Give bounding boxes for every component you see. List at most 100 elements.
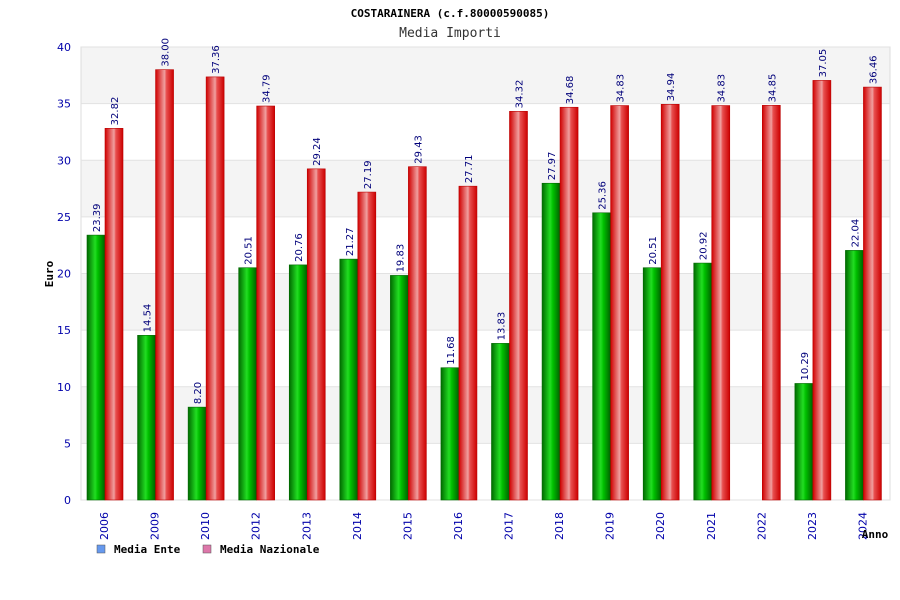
- y-tick-label: 40: [57, 41, 71, 54]
- bar-media-nazionale: [458, 185, 478, 501]
- bar-value-label: 34.68: [565, 76, 576, 105]
- bar-value-label: 22.04: [850, 219, 861, 248]
- bar-media-ente: [339, 258, 359, 501]
- x-tick-label: 2010: [199, 512, 212, 540]
- x-tick-label: 2016: [452, 512, 465, 540]
- bar-media-ente: [845, 250, 864, 501]
- x-tick-label: 2012: [250, 512, 263, 540]
- bar-media-ente: [390, 275, 409, 501]
- bar-value-label: 21.27: [345, 227, 356, 256]
- chart-title: COSTARAINERA (c.f.80000590085): [351, 7, 550, 20]
- y-tick-label: 20: [57, 268, 71, 281]
- y-tick-label: 0: [64, 494, 71, 507]
- x-tick-label: 2022: [755, 512, 768, 540]
- bar-value-label: 25.36: [598, 181, 609, 210]
- bar-media-nazionale: [357, 191, 377, 501]
- bar-value-label: 27.71: [464, 155, 475, 184]
- x-axis-ticks: 2006 2009 2010 2012 2013 2014 2015 2016 2017 2018…: [98, 512, 869, 540]
- x-tick-label: 2020: [654, 512, 667, 540]
- bar-value-label: 34.83: [717, 74, 728, 103]
- bar-media-ente: [541, 182, 561, 501]
- bar-media-nazionale: [610, 105, 629, 501]
- bar-media-ente: [137, 335, 156, 501]
- x-tick-label: 2023: [806, 512, 819, 540]
- bars: [86, 69, 882, 501]
- bar-value-label: 37.05: [818, 49, 829, 78]
- bar-media-ente: [794, 383, 814, 501]
- bar-value-label: 11.68: [446, 336, 457, 365]
- x-tick-label: 2017: [503, 512, 516, 540]
- x-tick-label: 2006: [98, 512, 111, 540]
- bar-value-label: 23.39: [92, 203, 103, 232]
- bar-media-nazionale: [155, 69, 174, 501]
- bar-value-label: 20.76: [294, 233, 305, 262]
- bar-media-nazionale: [306, 168, 326, 501]
- legend: Media Ente Media Nazionale: [96, 543, 320, 556]
- legend-swatch-media-ente: [96, 544, 106, 554]
- y-tick-label: 5: [64, 437, 71, 450]
- legend-label-media-nazionale: Media Nazionale: [220, 543, 320, 556]
- x-tick-label: 2014: [351, 512, 364, 540]
- bar-media-ente: [440, 367, 460, 501]
- bar-media-nazionale: [559, 106, 579, 501]
- bar-media-nazionale: [660, 104, 680, 501]
- y-axis-label: Euro: [43, 260, 56, 287]
- chart-subtitle: Media Importi: [399, 26, 501, 41]
- x-tick-label: 2009: [149, 512, 162, 540]
- bar-media-nazionale: [762, 105, 781, 501]
- x-tick-label: 2024: [856, 512, 869, 540]
- bar-media-ente: [642, 267, 662, 501]
- bar-value-label: 8.20: [193, 382, 204, 404]
- bar-media-nazionale: [205, 76, 225, 501]
- x-tick-label: 2015: [401, 512, 414, 540]
- y-tick-label: 30: [57, 154, 71, 167]
- bar-value-label: 20.51: [244, 236, 255, 265]
- bar-media-ente: [592, 212, 611, 501]
- bar-media-nazionale: [863, 86, 882, 501]
- y-axis-ticks: 0 5 10 15 20 25 30 35 40: [57, 41, 71, 507]
- x-axis-label: Anno: [862, 528, 889, 541]
- bar-media-ente: [86, 234, 106, 501]
- y-tick-label: 10: [57, 381, 71, 394]
- bar-media-nazionale: [104, 128, 124, 501]
- x-tick-label: 2013: [300, 512, 313, 540]
- bar-value-label: 14.54: [143, 304, 154, 333]
- y-tick-label: 15: [57, 324, 71, 337]
- bar-value-label: 34.83: [616, 74, 627, 103]
- bar-media-ente: [238, 267, 257, 501]
- y-tick-label: 25: [57, 211, 71, 224]
- value-labels: 23.39 32.82 14.54 38.00 8.20 37.36 20.51 34.79 2…: [92, 38, 879, 404]
- y-tick-label: 35: [57, 98, 71, 111]
- legend-swatch-media-nazionale: [202, 544, 212, 554]
- bar-value-label: 29.24: [312, 137, 323, 166]
- bar-value-label: 20.92: [699, 231, 710, 260]
- bar-value-label: 19.83: [395, 244, 406, 273]
- bar-value-label: 20.51: [648, 236, 659, 265]
- bar-media-nazionale: [408, 166, 427, 501]
- x-tick-label: 2018: [553, 512, 566, 540]
- bar-value-label: 27.19: [363, 160, 374, 189]
- bar-value-label: 34.85: [767, 74, 778, 103]
- bar-value-label: 34.94: [666, 73, 677, 102]
- bar-value-label: 13.83: [497, 312, 508, 341]
- bar-value-label: 36.46: [868, 55, 879, 84]
- x-tick-label: 2021: [705, 512, 718, 540]
- bar-value-label: 32.82: [110, 97, 121, 126]
- bar-media-ente: [693, 262, 713, 501]
- bar-value-label: 37.36: [211, 45, 222, 74]
- bar-media-nazionale: [711, 105, 731, 501]
- bar-media-nazionale: [256, 105, 275, 501]
- bar-value-label: 38.00: [161, 38, 172, 67]
- x-tick-label: 2019: [604, 512, 617, 540]
- bar-media-ente: [288, 264, 308, 501]
- bar-value-label: 34.32: [515, 80, 526, 109]
- bar-media-nazionale: [509, 111, 528, 501]
- legend-label-media-ente: Media Ente: [114, 543, 181, 556]
- bar-value-label: 34.79: [262, 74, 273, 103]
- bar-value-label: 29.43: [413, 135, 424, 164]
- bar-media-ente: [491, 343, 510, 501]
- bar-media-nazionale: [812, 80, 832, 501]
- bar-value-label: 27.97: [547, 152, 558, 181]
